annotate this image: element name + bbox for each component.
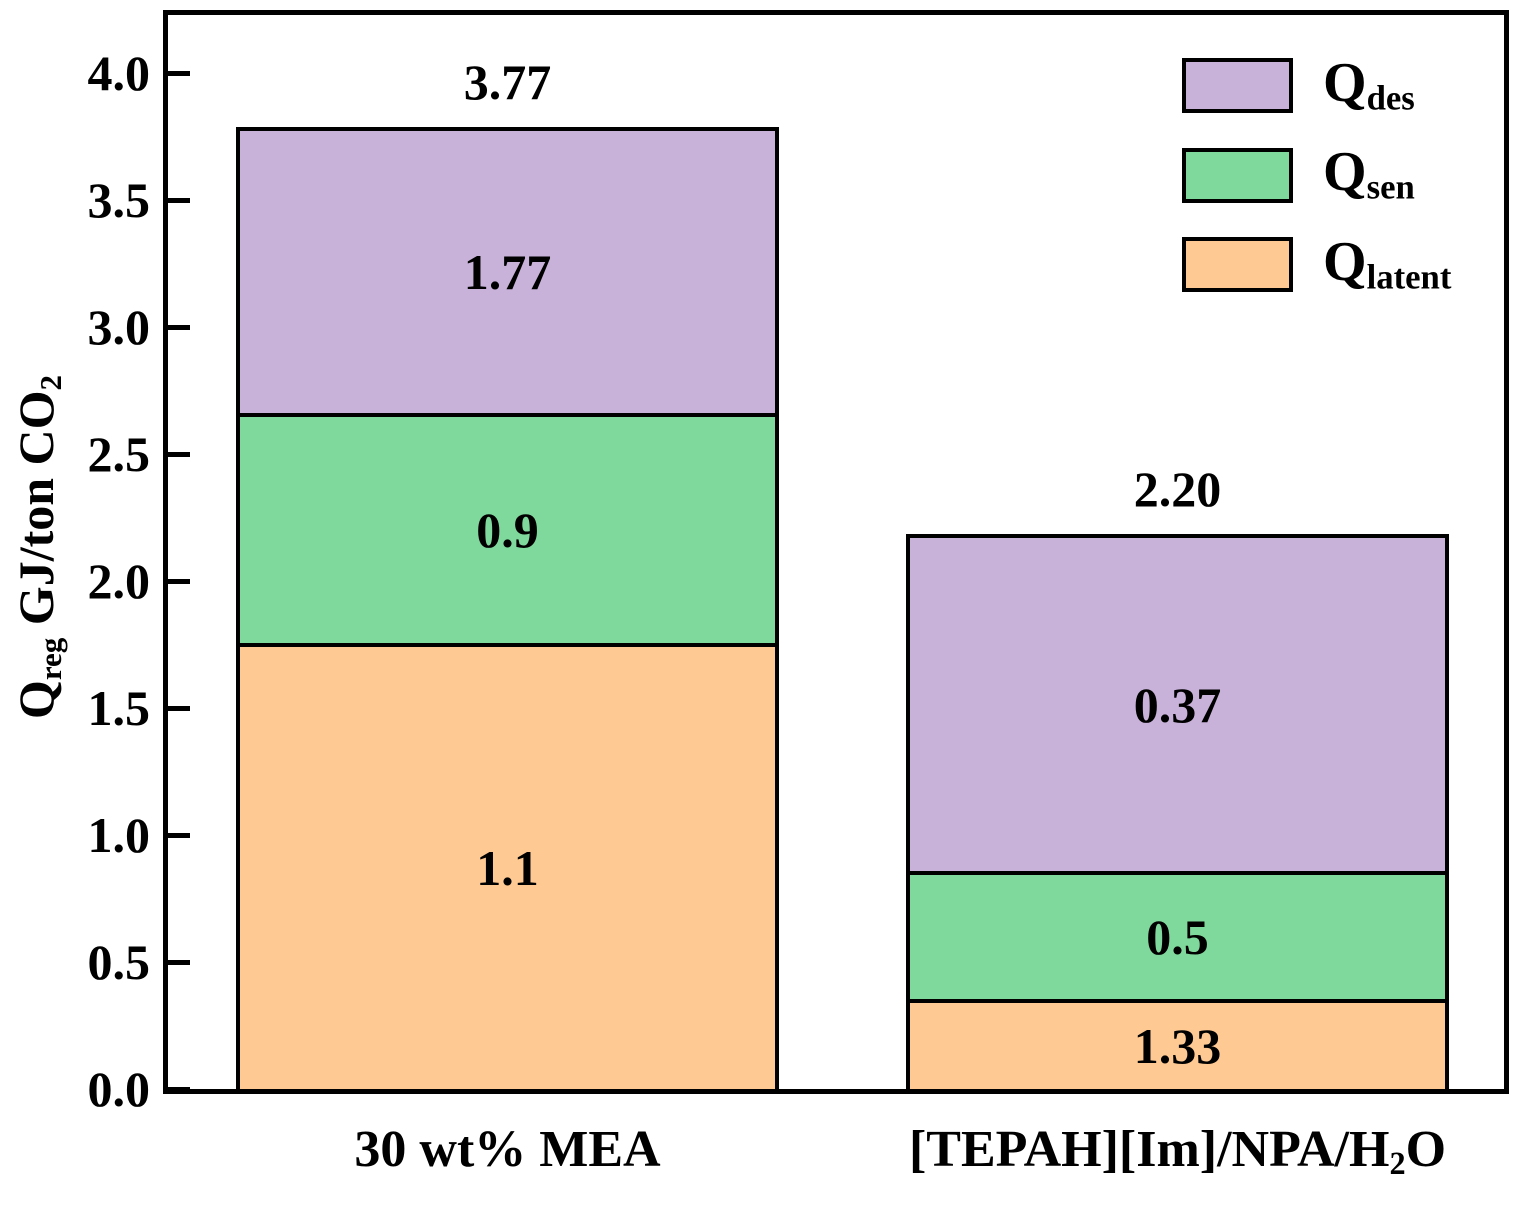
text-run: 30 wt% MEA [354,1121,661,1178]
bar-segment-Q_latent: 1.33 [906,999,1449,1089]
legend-item-Q_sen: Qsen [1182,144,1451,205]
y-tick-label-3.5: 3.5 [87,172,151,228]
y-tick-label-1.5: 1.5 [87,680,151,736]
legend-label-Q_sen: Qsen [1323,144,1415,205]
bar-[TEPAH][Im]/NPA/H2O: 0.37 0.5 1.33 [906,534,1449,1089]
bar-total-label: 2.20 [1133,461,1222,517]
y-tick-2.0 [168,578,190,584]
bar-segment-Q_sen: 0.5 [906,871,1449,999]
legend: Qdes Qsen Qlatent [1182,55,1451,323]
y-tick-1.5 [168,705,190,711]
subscript-text: sen [1366,168,1415,208]
subscript-text: 2 [32,374,68,391]
y-tick-0.0 [168,1086,190,1092]
segment-value-label: 1.77 [463,244,552,300]
y-tick-4.0 [168,70,190,76]
y-tick-1.0 [168,832,190,838]
legend-swatch-Q_des [1182,58,1293,114]
y-tick-label-4.0: 4.0 [87,45,151,101]
y-tick-3.5 [168,197,190,203]
plot-area: Qdes Qsen Qlatent 1.77 0.9 1.1 3.77 0.37 0.5 1.3… [163,10,1509,1094]
text-run: [TEPAH][Im]/NPA/H [908,1121,1390,1178]
y-tick-2.5 [168,451,190,457]
bar-30 wt% MEA: 1.77 0.9 1.1 [236,127,779,1089]
x-category-label: 30 wt% MEA [354,1120,660,1179]
segment-value-label: 0.5 [1146,909,1209,965]
bar-segment-Q_des: 0.37 [906,534,1449,871]
subscript-text: des [1366,78,1415,118]
segment-value-label: 0.9 [476,502,539,558]
segment-value-label: 0.37 [1133,676,1222,733]
text-run: Q [1323,52,1367,114]
subscript-text: 2 [1389,1145,1406,1182]
bar-total-label: 3.77 [463,54,552,110]
segment-value-label: 1.33 [1133,1018,1222,1074]
text-run: Q [1323,230,1367,293]
y-tick-label-0.0: 0.0 [87,1061,151,1117]
subscript-text: reg [32,637,68,681]
legend-swatch-Q_sen [1182,147,1293,203]
subscript-text: latent [1366,257,1452,297]
legend-item-Q_latent: Qlatent [1182,234,1451,295]
bar-segment-Q_sen: 0.9 [236,413,779,643]
text-run: O [1405,1121,1447,1178]
y-tick-label-1.0: 1.0 [87,807,151,863]
y-tick-label-2.5: 2.5 [87,426,151,482]
bar-segment-Q_des: 1.77 [236,127,779,413]
legend-item-Q_des: Qdes [1182,55,1451,116]
legend-swatch-Q_latent [1182,236,1293,292]
legend-label-Q_latent: Qlatent [1323,234,1451,295]
bar-segment-Q_latent: 1.1 [236,643,779,1089]
legend-label-Q_des: Qdes [1323,55,1415,116]
y-tick-label-3.0: 3.0 [87,299,151,355]
text-run: Q [1323,141,1367,204]
y-tick-3.0 [168,324,190,330]
y-tick-label-2.0: 2.0 [87,553,151,609]
segment-value-label: 1.1 [476,840,539,896]
y-tick-label-0.5: 0.5 [87,934,151,990]
x-category-label: [TEPAH][Im]/NPA/H2O [909,1120,1446,1182]
y-tick-0.5 [168,959,190,965]
